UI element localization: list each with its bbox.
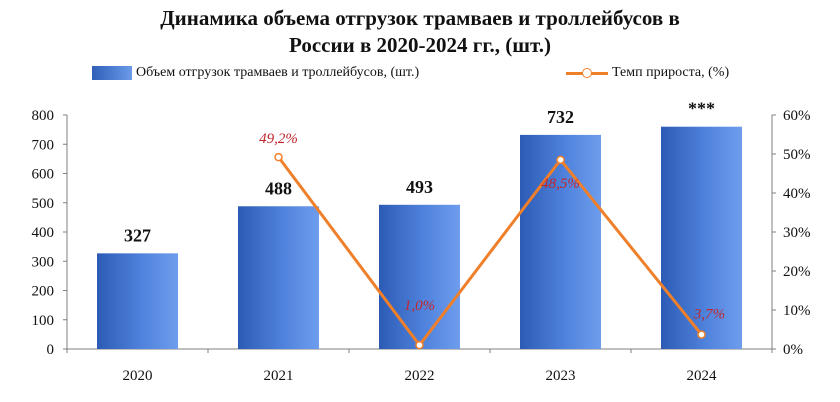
left-axis-tick-label: 500 bbox=[32, 196, 55, 212]
left-axis-tick-label: 400 bbox=[32, 225, 55, 241]
legend-item-bars: Объем отгрузок трамваев и троллейбусов, … bbox=[92, 63, 419, 83]
growth-data-label: 3,7% bbox=[693, 307, 725, 323]
growth-point bbox=[274, 152, 283, 162]
x-axis-tick-label: 2023 bbox=[546, 368, 576, 384]
chart-title-line-2: России в 2020-2024 гг., (шт.) bbox=[289, 33, 551, 57]
growth-data-label: 1,0% bbox=[404, 298, 435, 314]
bar-data-label: *** bbox=[688, 99, 715, 119]
chart-title-line-1: Динамика объема отгрузок трамваев и трол… bbox=[160, 6, 680, 30]
bar bbox=[520, 134, 601, 349]
left-axis-tick-label: 600 bbox=[32, 167, 55, 183]
right-axis-tick-label: 30% bbox=[783, 225, 811, 241]
left-axis-tick-label: 0 bbox=[47, 342, 55, 358]
growth-data-label: 48,5% bbox=[541, 176, 580, 192]
bar-data-label: 488 bbox=[265, 178, 292, 198]
growth-data-label: 49,2% bbox=[259, 131, 298, 147]
legend-line-swatch bbox=[566, 66, 608, 80]
bar bbox=[238, 206, 319, 349]
legend-bar-label: Объем отгрузок трамваев и троллейбусов, … bbox=[136, 65, 420, 80]
right-axis-tick-label: 50% bbox=[783, 147, 811, 163]
right-axis-tick-label: 40% bbox=[783, 186, 811, 202]
x-axis-tick-label: 2022 bbox=[405, 368, 435, 384]
growth-point bbox=[415, 340, 424, 350]
x-axis-tick-label: 2024 bbox=[687, 368, 718, 384]
bar-data-label: 493 bbox=[406, 177, 433, 197]
legend-bar-swatch bbox=[92, 66, 132, 80]
legend-item-line: Темп прироста, (%) bbox=[566, 63, 729, 83]
right-axis-tick-label: 0% bbox=[783, 342, 803, 358]
left-axis-tick-label: 200 bbox=[32, 284, 55, 300]
x-axis-tick-label: 2021 bbox=[264, 368, 294, 384]
bar bbox=[379, 204, 460, 349]
bar-data-label: 732 bbox=[547, 107, 574, 127]
right-axis-tick-label: 60% bbox=[783, 108, 811, 124]
growth-line bbox=[277, 156, 703, 348]
right-axis-tick-label: 20% bbox=[783, 264, 811, 280]
left-axis-tick-label: 100 bbox=[32, 313, 55, 329]
bar bbox=[97, 253, 178, 349]
bar bbox=[661, 126, 742, 349]
x-axis-tick-label: 2020 bbox=[123, 368, 153, 384]
left-axis-tick-label: 700 bbox=[32, 137, 55, 153]
left-axis-tick-label: 800 bbox=[32, 108, 55, 124]
legend-line-label: Темп прироста, (%) bbox=[612, 65, 730, 80]
growth-point bbox=[697, 330, 706, 339]
growth-point bbox=[556, 155, 565, 165]
bar-data-label: 327 bbox=[124, 225, 151, 245]
left-axis-tick-label: 300 bbox=[32, 254, 55, 270]
right-axis-tick-label: 10% bbox=[783, 303, 811, 319]
